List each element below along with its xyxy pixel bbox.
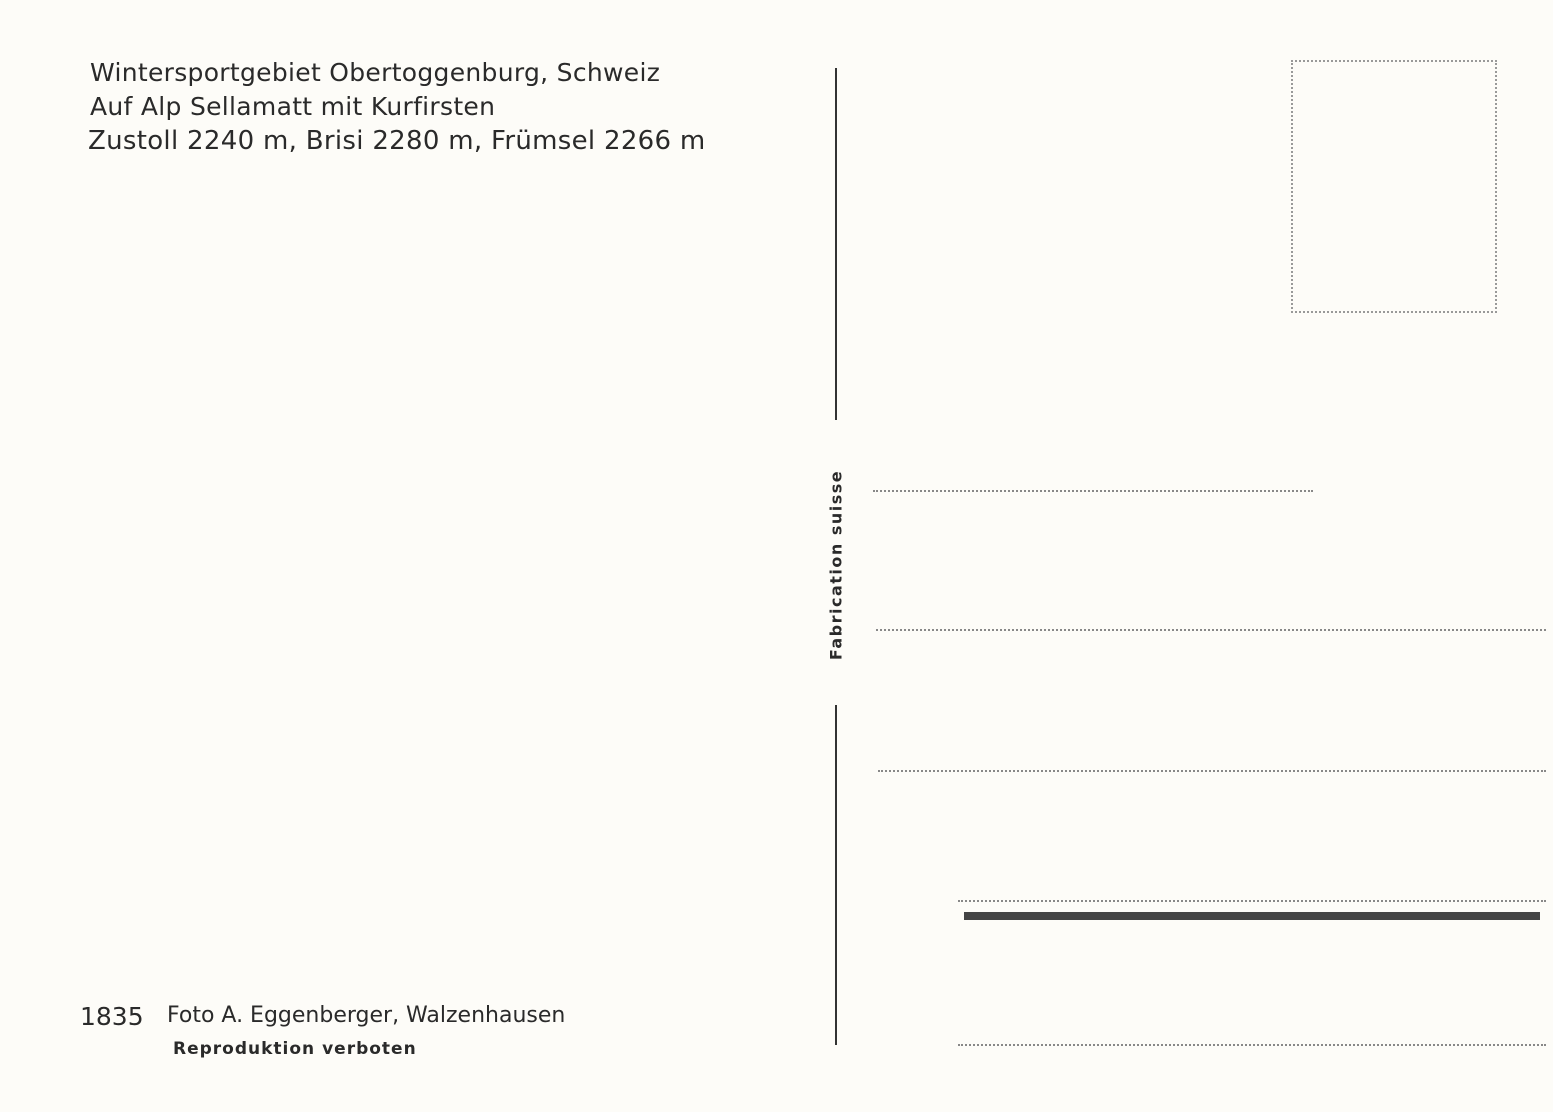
divider-line: [835, 705, 837, 1045]
stamp-box: [1291, 60, 1497, 313]
caption-line: Auf Alp Sellamatt mit Kurfirsten: [90, 92, 496, 121]
underline-bar: [964, 912, 1540, 920]
address-line: [876, 629, 1546, 631]
address-line: [873, 490, 1313, 492]
address-line: [958, 1044, 1546, 1046]
caption-line: Zustoll 2240 m, Brisi 2280 m, Frümsel 22…: [88, 126, 706, 156]
card-number: 1835: [80, 1002, 144, 1031]
caption-line: Wintersportgebiet Obertoggenburg, Schwei…: [90, 58, 661, 87]
address-line: [958, 900, 1546, 902]
publisher: Foto A. Eggenberger, Walzenhausen: [167, 1003, 566, 1028]
address-line: [878, 770, 1546, 772]
divider-label: Fabrication suisse: [826, 469, 846, 661]
notice: Reproduktion verboten: [173, 1039, 417, 1059]
divider-line: [835, 68, 837, 420]
